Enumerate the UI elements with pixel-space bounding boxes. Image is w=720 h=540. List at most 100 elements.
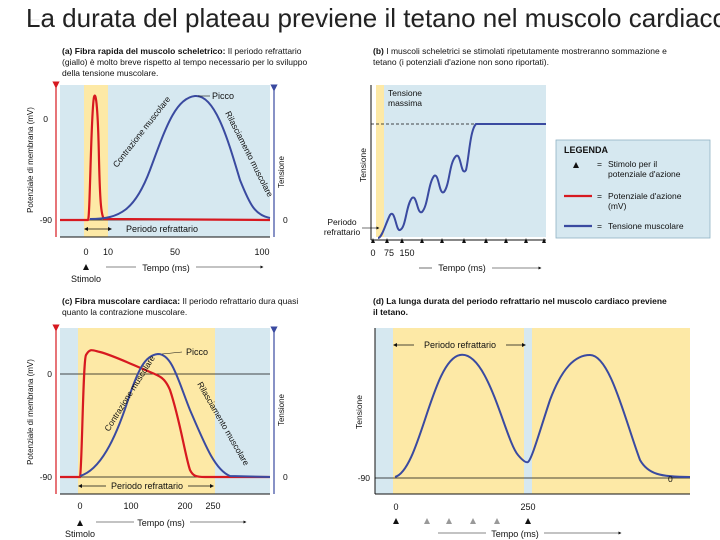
stimulus-marker [371, 238, 375, 243]
panel-c-x-tick-0: 0 [77, 501, 82, 511]
panel-a-right-label: Tensione [277, 155, 286, 188]
panel-d: Periodo refrattario Tensione -90 0 0 250… [354, 328, 691, 539]
panel-d-refractory-label-bg [414, 339, 506, 351]
caption-d: (d) La lunga durata del periodo refratta… [373, 296, 673, 318]
panel-a-peak-label: Picco [212, 91, 234, 101]
stimulus-marker [524, 238, 528, 243]
panel-b-stimulus-markers [371, 238, 546, 243]
panel-a-x-tick-0: 0 [83, 247, 88, 257]
caption-c-text: Il periodo refrattario dura quasi quanto… [62, 296, 299, 317]
panel-c-refractory-label-bg [106, 480, 188, 492]
panel-d-refractory-band-1 [393, 328, 524, 494]
panel-c-stimulus-marker [77, 520, 83, 526]
stimulus-marker-ineffective [470, 518, 476, 524]
stimulus-marker-ineffective [446, 518, 452, 524]
caption-b: (b) I muscoli scheletrici se stimolati r… [373, 46, 673, 68]
caption-c: (c) Fibra muscolare cardiaca: Il periodo… [62, 296, 312, 318]
panel-b-max-label-2: massima [388, 98, 422, 108]
legend-stimulus-1: Stimolo per il [608, 159, 657, 169]
panel-c-y-label: Potenziale di membrana (mV) [26, 359, 35, 465]
stimulus-marker [504, 238, 508, 243]
panel-d-refractory-label: Periodo refrattario [424, 340, 496, 350]
stimulus-marker [385, 238, 389, 243]
caption-a: (a) Fibra rapida del muscolo scheletrico… [62, 46, 312, 79]
panel-c-right-label: Tensione [277, 393, 286, 426]
legend-stimulus-icon [573, 162, 579, 168]
stimulus-marker [542, 238, 546, 243]
stimulus-marker [420, 238, 424, 243]
stimulus-marker-ineffective [494, 518, 500, 524]
panel-a-x-tick-2: 50 [170, 247, 180, 257]
panel-a-y-label: Potenziale di membrana (mV) [26, 107, 35, 213]
panel-d-x-label: Tempo (ms) [491, 529, 539, 539]
panel-a-tension-curve [89, 94, 271, 220]
panel-b-x-label: Tempo (ms) [438, 263, 486, 273]
legend-ap-1: Potenziale d'azione [608, 191, 682, 201]
panel-c-y-tick-1: -90 [40, 472, 53, 482]
panel-c-x-label: Tempo (ms) [137, 518, 185, 528]
legend: LEGENDA = Stimolo per il potenziale d'az… [555, 139, 711, 239]
caption-d-bold: (d) La lunga durata del periodo refratta… [373, 296, 667, 317]
panel-a-y-tick-1: -90 [40, 215, 53, 225]
slide-title: La durata del plateau previene il tetano… [26, 3, 720, 33]
legend-eq-2: = [597, 191, 602, 201]
panel-b-tension-curve [377, 123, 546, 239]
caption-a-text: Il periodo refrattario (giallo) è molto … [62, 46, 308, 78]
panel-b-refractory-label-1: Periodo [327, 217, 357, 227]
panel-c-x-tick-3: 250 [205, 501, 220, 511]
panel-d-x-tick-0: 0 [393, 502, 398, 512]
legend-stimulus-2: potenziale d'azione [608, 169, 681, 179]
panel-a-y-tick-0: 0 [43, 114, 48, 124]
panel-c: Picco Contrazione muscolare Rilasciament… [26, 324, 288, 539]
panel-c-y-tick-0: 0 [47, 369, 52, 379]
caption-c-bold: (c) Fibra muscolare cardiaca: [62, 296, 181, 306]
panel-d-refractory-band-2 [532, 328, 690, 494]
panel-c-x-tick-2: 200 [177, 501, 192, 511]
legend-ap-2: (mV) [608, 201, 627, 211]
panel-b-refractory-label-2: refrattario [324, 227, 361, 237]
panel-b-refractory-band [376, 85, 384, 237]
legend-eq-1: = [597, 159, 602, 169]
panel-c-refractory-band [78, 328, 215, 494]
panel-b-x-tick-0: 0 [370, 248, 375, 258]
panel-c-action-potential [60, 349, 270, 479]
panel-b-max-label-1: Tensione [388, 88, 422, 98]
panel-a-right-tick: 0 [283, 215, 288, 225]
panel-a-x-tick-3: 100 [254, 247, 269, 257]
legend-tension: Tensione muscolare [608, 221, 684, 231]
panel-c-peak-label: Picco [186, 347, 208, 357]
legend-title: LEGENDA [564, 145, 609, 155]
stimulus-marker [484, 238, 488, 243]
panel-d-right-tick: 0 [668, 474, 673, 484]
panel-c-tension-curve [79, 352, 271, 478]
panel-d-y-label: Tensione [354, 395, 364, 429]
panel-c-refractory-label: Periodo refrattario [111, 481, 183, 491]
panel-a: Picco Contrazione muscolare Rilasciament… [26, 81, 288, 284]
stimulus-marker [400, 238, 404, 243]
stimulus-marker-ineffective [424, 518, 430, 524]
caption-a-bold: (a) Fibra rapida del muscolo scheletrico… [62, 46, 226, 56]
panel-a-x-tick-1: 10 [103, 247, 113, 257]
panel-c-x-tick-1: 100 [123, 501, 138, 511]
panel-d-y-tick: -90 [358, 473, 371, 483]
panel-d-x-tick-1: 250 [520, 502, 535, 512]
panel-d-tension-curve [394, 353, 691, 478]
panel-c-peak-leader [161, 351, 183, 355]
caption-b-bold: (b) [373, 46, 384, 56]
panel-b-y-label: Tensione [358, 148, 368, 182]
panel-b-x-tick-2: 150 [399, 248, 414, 258]
stimulus-marker [462, 238, 466, 243]
panel-d-stimulus-markers [393, 518, 531, 524]
legend-box [555, 139, 711, 239]
legend-eq-3: = [597, 221, 602, 231]
panel-b-x-tick-1: 75 [384, 248, 394, 258]
panel-c-right-tick: 0 [283, 472, 288, 482]
panel-a-stimulus-label: Stimolo [71, 274, 101, 284]
panel-a-refractory-label: Periodo refrattario [126, 224, 198, 234]
panel-c-stimulus-label: Stimolo [65, 529, 95, 539]
panel-a-x-label: Tempo (ms) [142, 263, 190, 273]
stimulus-marker [525, 518, 531, 524]
panel-b: Tensione massima Periodo refrattario Ten… [324, 85, 546, 273]
